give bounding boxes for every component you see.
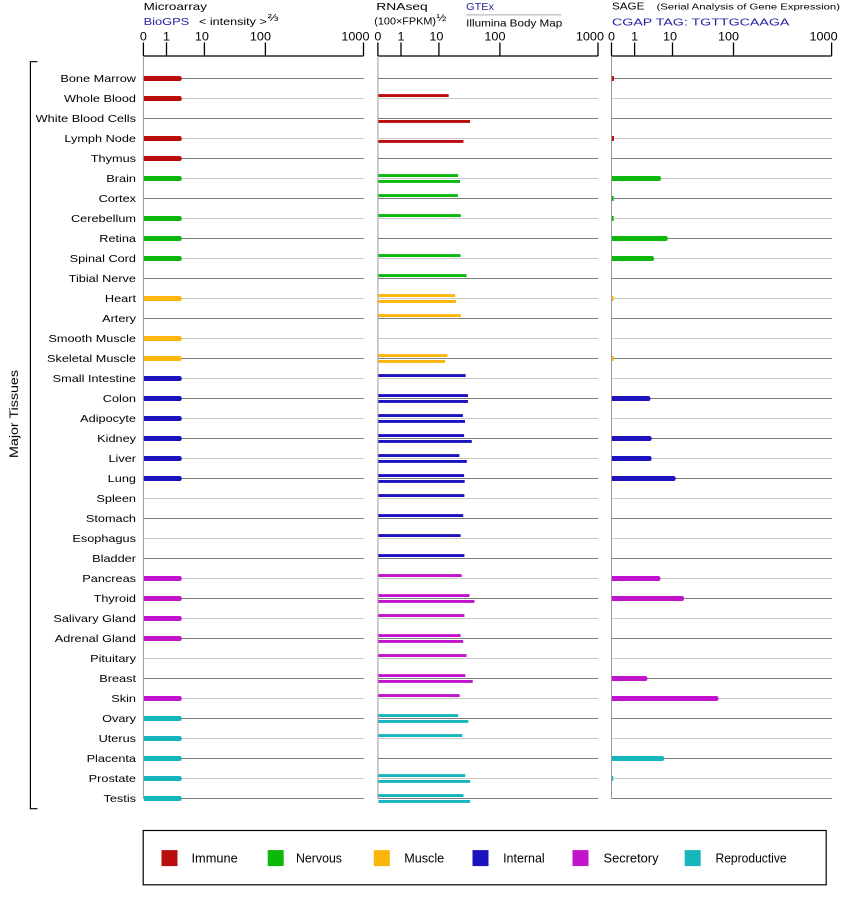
svg-text:Smooth Muscle: Smooth Muscle (48, 333, 136, 345)
svg-text:GTEx: GTEx (466, 2, 494, 13)
svg-text:Illumina Body Map: Illumina Body Map (466, 18, 562, 29)
svg-text:Tibial Nerve: Tibial Nerve (69, 273, 136, 285)
svg-text:Nervous: Nervous (296, 851, 342, 866)
svg-text:Artery: Artery (102, 313, 137, 325)
svg-text:SAGE: SAGE (612, 1, 645, 12)
svg-text:0: 0 (140, 29, 147, 43)
svg-text:Adipocyte: Adipocyte (80, 413, 136, 425)
svg-text:Heart: Heart (105, 293, 136, 305)
svg-text:Placenta: Placenta (87, 753, 137, 765)
svg-text:100: 100 (250, 29, 271, 43)
svg-text:Pancreas: Pancreas (82, 573, 136, 585)
svg-text:(100×FPKM): (100×FPKM) (374, 17, 436, 28)
svg-text:White Blood Cells: White Blood Cells (36, 113, 136, 125)
svg-text:Retina: Retina (99, 233, 136, 245)
svg-text:100: 100 (718, 29, 739, 43)
svg-text:Lymph Node: Lymph Node (64, 133, 136, 145)
svg-text:Prostate: Prostate (89, 773, 136, 785)
svg-text:< intensity >: < intensity > (199, 17, 267, 28)
svg-text:10: 10 (429, 29, 443, 43)
svg-text:Uterus: Uterus (99, 733, 136, 745)
svg-text:10: 10 (195, 29, 209, 43)
svg-text:10: 10 (663, 29, 677, 43)
svg-text:Spleen: Spleen (96, 493, 136, 505)
svg-text:Pituitary: Pituitary (90, 653, 137, 665)
svg-text:Reproductive: Reproductive (716, 851, 787, 866)
svg-text:100: 100 (484, 29, 505, 43)
svg-text:Brain: Brain (106, 173, 136, 185)
svg-text:1: 1 (163, 29, 170, 43)
svg-text:Colon: Colon (103, 393, 136, 405)
svg-text:Bone Marrow: Bone Marrow (60, 73, 136, 85)
svg-text:Skin: Skin (111, 693, 136, 705)
svg-text:Cortex: Cortex (99, 193, 137, 205)
svg-text:1000: 1000 (341, 29, 369, 43)
svg-text:Lung: Lung (108, 473, 136, 485)
svg-text:Small Intestine: Small Intestine (53, 373, 136, 385)
svg-text:1: 1 (398, 29, 405, 43)
svg-text:(Serial Analysis of Gene Expre: (Serial Analysis of Gene Expression) (657, 2, 841, 11)
svg-text:RNAseq: RNAseq (376, 2, 428, 13)
svg-text:CGAP TAG: TGTTGCAAGA: CGAP TAG: TGTTGCAAGA (612, 17, 790, 28)
svg-text:Skeletal Muscle: Skeletal Muscle (47, 353, 136, 365)
svg-text:Internal: Internal (503, 851, 545, 866)
svg-text:BioGPS: BioGPS (144, 17, 190, 28)
svg-text:Major Tissues: Major Tissues (7, 370, 21, 458)
svg-text:Immune: Immune (192, 851, 238, 866)
svg-text:Spinal Cord: Spinal Cord (70, 253, 137, 265)
svg-text:½: ½ (436, 12, 446, 24)
svg-text:Kidney: Kidney (97, 433, 137, 445)
svg-text:Adrenal Gland: Adrenal Gland (55, 633, 136, 645)
svg-text:Thymus: Thymus (91, 153, 136, 165)
svg-text:Salivary Gland: Salivary Gland (53, 613, 136, 625)
svg-text:Microarray: Microarray (144, 2, 209, 13)
svg-text:Muscle: Muscle (404, 851, 444, 866)
svg-text:Breast: Breast (99, 673, 136, 685)
svg-text:⅔: ⅔ (268, 12, 279, 24)
svg-text:Whole Blood: Whole Blood (64, 93, 136, 105)
svg-text:Stomach: Stomach (86, 513, 136, 525)
svg-text:Bladder: Bladder (92, 553, 136, 565)
svg-text:1000: 1000 (810, 29, 838, 43)
svg-text:0: 0 (374, 29, 381, 43)
svg-text:Thyroid: Thyroid (94, 593, 137, 605)
svg-text:Secretory: Secretory (604, 851, 659, 866)
svg-text:1000: 1000 (576, 29, 604, 43)
svg-text:1: 1 (631, 29, 638, 43)
svg-text:Esophagus: Esophagus (72, 533, 136, 545)
svg-text:Ovary: Ovary (102, 713, 137, 725)
svg-text:Cerebellum: Cerebellum (71, 213, 136, 225)
svg-text:0: 0 (608, 29, 615, 43)
svg-text:Liver: Liver (109, 453, 137, 465)
svg-text:Testis: Testis (104, 793, 137, 805)
